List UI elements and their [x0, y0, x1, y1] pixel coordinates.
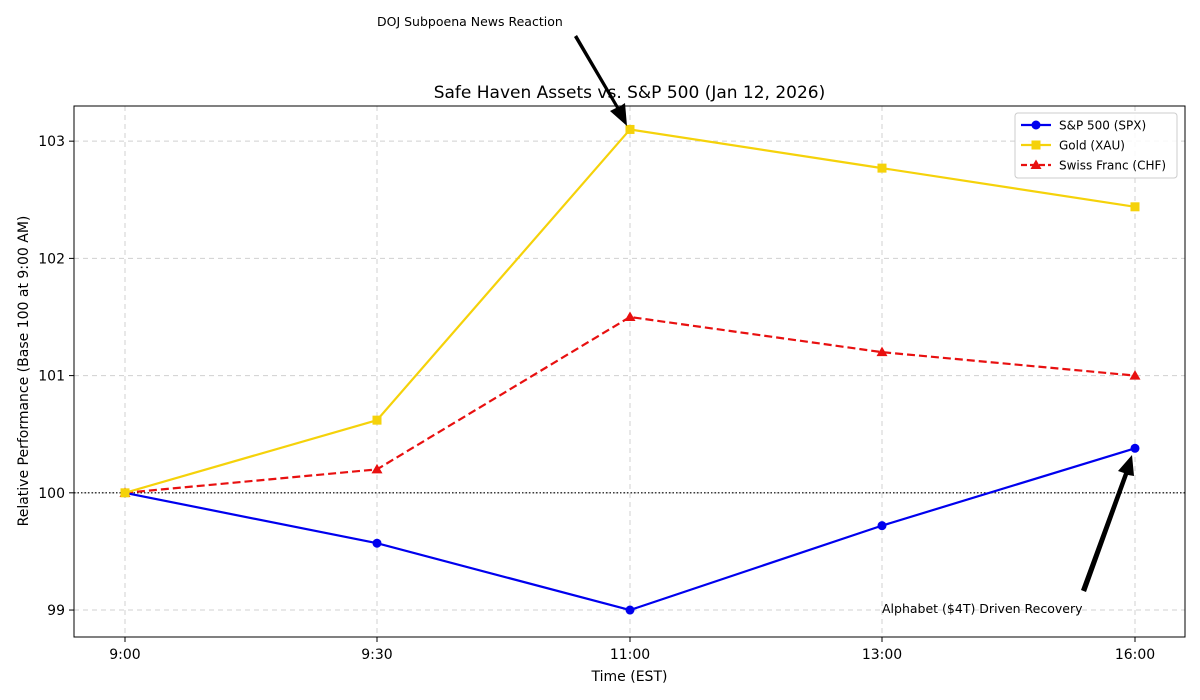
y-tick-label: 100: [38, 486, 65, 502]
data-point-gold: [1130, 202, 1140, 212]
data-point-spx: [1130, 443, 1140, 453]
y-tick-label: 101: [38, 369, 65, 385]
legend-box: [1014, 112, 1178, 179]
x-tick-label: 11:00: [610, 647, 650, 663]
y-tick-label: 102: [38, 251, 65, 267]
legend-item-gold: Gold (XAU): [1021, 139, 1125, 153]
data-point-gold: [120, 488, 130, 498]
data-point-gold: [625, 124, 635, 134]
series-gold: [120, 124, 1140, 498]
series-line-chf: [124, 315, 1136, 494]
legend-marker-spx: [1031, 120, 1041, 130]
legend-marker-chf: [1030, 159, 1042, 169]
legend: S&P 500 (SPX) Gold (XAU) Swiss Franc (CHF): [1014, 112, 1178, 179]
annotations: DOJ Subpoena News Reaction Alphabet ($4T…: [377, 14, 1134, 616]
series-layer: [119, 124, 1141, 615]
data-point-chf: [1129, 370, 1141, 380]
data-point-spx: [877, 521, 887, 531]
x-tick-label: 16:00: [1115, 647, 1155, 663]
grid: [74, 106, 1185, 637]
x-tick-label: 13:00: [862, 647, 902, 663]
data-point-spx: [372, 538, 382, 548]
y-tick-label: 99: [47, 603, 65, 619]
x-axis-label: Time (EST): [591, 669, 668, 685]
legend-label-spx: S&P 500 (SPX): [1059, 119, 1146, 133]
series-line-gold: [124, 128, 1136, 494]
annotation-doj-arrow: [574, 35, 627, 126]
legend-item-chf: Swiss Franc (CHF): [1021, 159, 1166, 173]
annotation-doj-text: DOJ Subpoena News Reaction: [377, 14, 563, 29]
y-tick-label: 103: [38, 134, 65, 150]
data-point-gold: [877, 163, 887, 173]
data-point-chf: [371, 463, 383, 474]
legend-marker-gold: [1031, 140, 1041, 150]
legend-label-chf: Swiss Franc (CHF): [1059, 159, 1166, 173]
y-axis: 99 100 101 102 103: [38, 134, 74, 619]
legend-item-spx: S&P 500 (SPX): [1021, 119, 1146, 133]
y-axis-label: Relative Performance (Base 100 at 9:00 A…: [16, 216, 32, 527]
data-point-spx: [625, 605, 635, 615]
x-tick-label: 9:30: [361, 647, 392, 663]
x-axis: 9:00 9:30 11:00 13:00 16:00: [109, 637, 1155, 663]
annotation-alphabet-arrow: [1081, 455, 1134, 592]
data-point-chf: [624, 311, 636, 321]
chart-title: Safe Haven Assets vs. S&P 500 (Jan 12, 2…: [434, 83, 826, 103]
x-tick-label: 9:00: [109, 647, 140, 663]
data-point-chf: [876, 346, 888, 357]
legend-label-gold: Gold (XAU): [1059, 139, 1125, 153]
annotation-alphabet-text: Alphabet ($4T) Driven Recovery: [882, 601, 1083, 616]
data-point-gold: [372, 415, 382, 425]
